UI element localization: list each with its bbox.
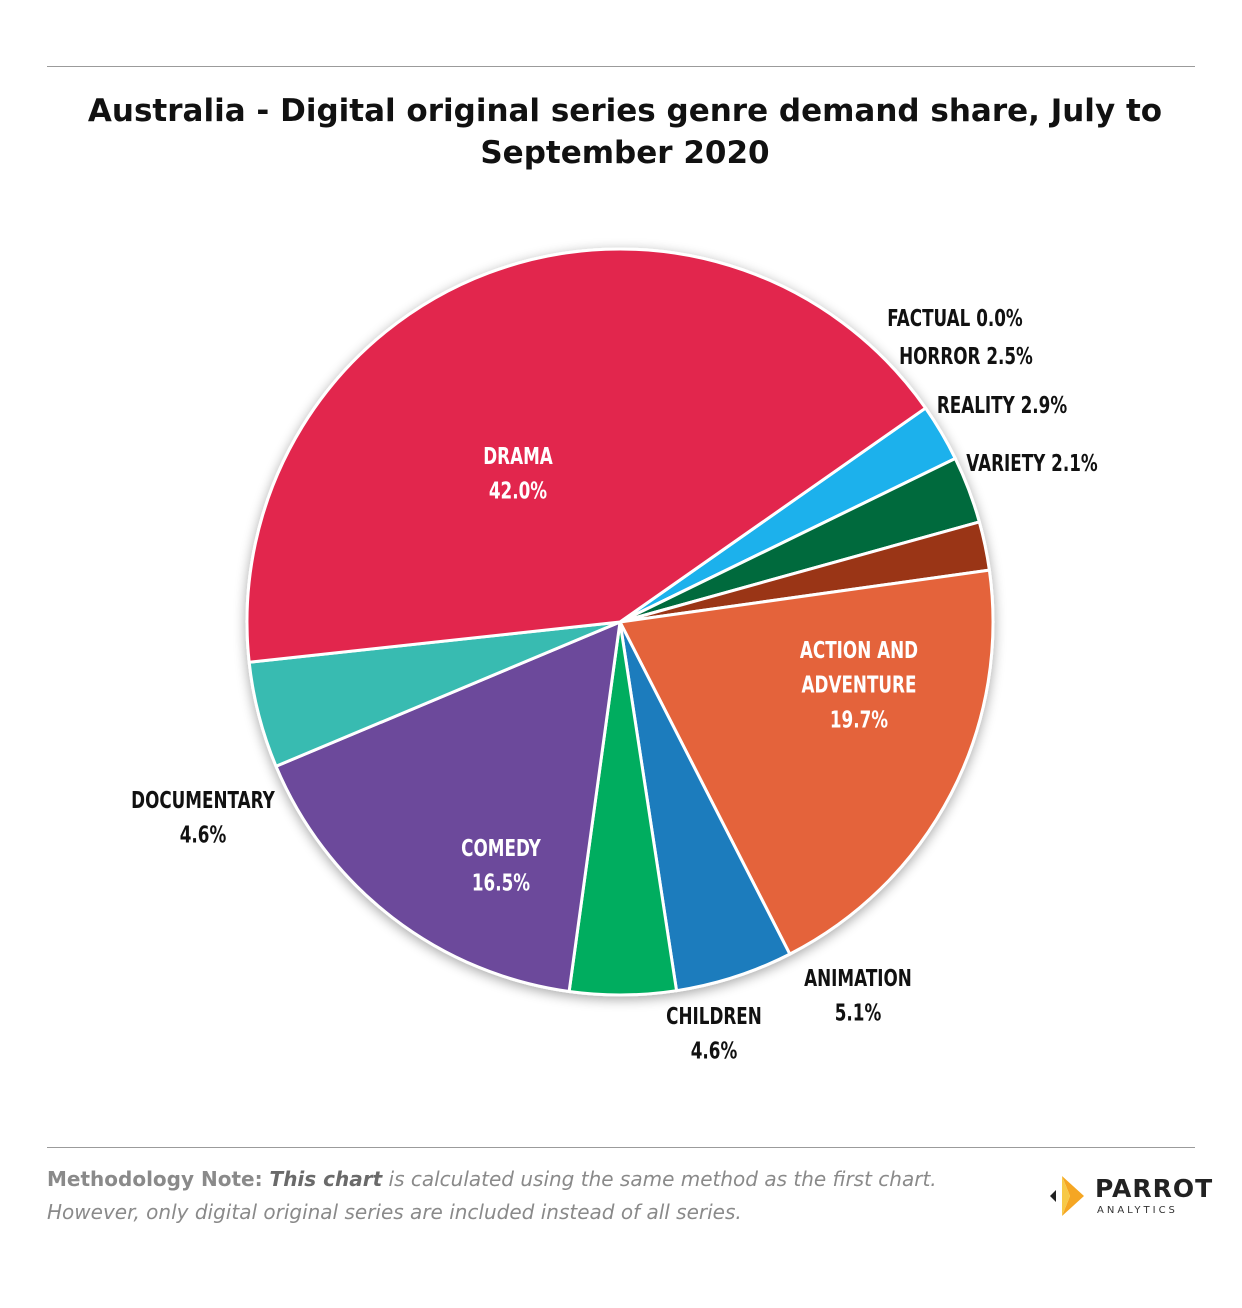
slice-label-horror: HORROR 2.5%: [899, 342, 1033, 370]
parrot-analytics-logo: PARROT ANALYTICS: [1040, 1172, 1212, 1222]
parrot-logo-icon: [1050, 1176, 1084, 1216]
slice-label-comedy: COMEDY 16.5%: [461, 834, 541, 896]
slice-label-reality: REALITY 2.9%: [937, 391, 1067, 419]
chart-title: Australia - Digital original series genr…: [87, 93, 1163, 171]
slice-label-documentary: DOCUMENTARY 4.6%: [131, 786, 275, 848]
note-emphasis: This chart: [269, 1167, 383, 1191]
slice-label-action-and-adventure: ACTION AND ADVENTURE 19.7%: [800, 636, 918, 733]
note-lead: Methodology Note:: [47, 1167, 270, 1191]
slice-label-children: CHILDREN 4.6%: [666, 1002, 762, 1064]
pie-slice-comedy: [274, 620, 622, 994]
logo-subtitle: ANALYTICS: [1097, 1205, 1178, 1216]
bottom-divider: [47, 1147, 1195, 1148]
slice-label-factual: FACTUAL 0.0%: [887, 304, 1023, 332]
logo-name: PARROT: [1095, 1174, 1214, 1203]
slice-label-animation: ANIMATION 5.1%: [804, 964, 912, 1026]
top-divider: [47, 66, 1195, 67]
methodology-note: Methodology Note: This chart is calculat…: [47, 1163, 1007, 1229]
note-text: is calculated using the same method as t…: [47, 1167, 937, 1224]
pie-slice-drama: [245, 247, 928, 664]
slice-label-drama: DRAMA 42.0%: [483, 442, 553, 504]
slice-label-variety: VARIETY 2.1%: [966, 449, 1097, 477]
pie-slice-action-and-adventure: [618, 568, 995, 956]
